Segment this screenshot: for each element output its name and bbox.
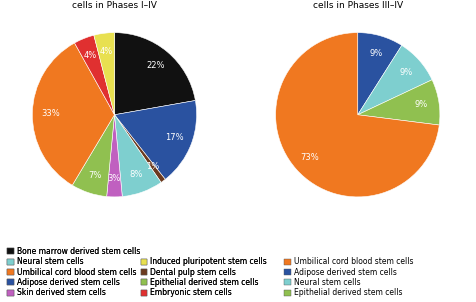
Wedge shape: [114, 115, 161, 197]
Text: 1%: 1%: [146, 162, 159, 171]
Text: 22%: 22%: [146, 61, 165, 70]
Text: 9%: 9%: [414, 100, 427, 109]
Text: 73%: 73%: [300, 153, 318, 162]
Text: 33%: 33%: [41, 109, 60, 118]
Wedge shape: [357, 33, 401, 115]
Legend: Bone marrow derived stem cells, Neural stem cells, Umbilical cord blood stem cel: Bone marrow derived stem cells, Neural s…: [6, 246, 141, 298]
Text: 9%: 9%: [398, 68, 412, 77]
Wedge shape: [94, 33, 114, 115]
Wedge shape: [114, 115, 165, 182]
Text: 8%: 8%: [129, 170, 143, 179]
Wedge shape: [114, 101, 196, 179]
Wedge shape: [32, 43, 114, 185]
Text: 4%: 4%: [84, 51, 97, 60]
Wedge shape: [357, 80, 439, 125]
Text: 17%: 17%: [165, 133, 183, 142]
Wedge shape: [275, 33, 438, 197]
Wedge shape: [107, 115, 122, 197]
Wedge shape: [74, 35, 114, 115]
Text: 3%: 3%: [108, 174, 121, 183]
Title: Active clinical trials with stem
cells in Phases III–IV: Active clinical trials with stem cells i…: [289, 0, 425, 10]
Text: 7%: 7%: [88, 171, 101, 180]
Text: 4%: 4%: [99, 47, 113, 56]
Title: Active clinical trials with stem
cells in Phases I–IV: Active clinical trials with stem cells i…: [46, 0, 182, 10]
Legend: Induced pluripotent stem cells, Dental pulp stem cells, Epithelial derived stem : Induced pluripotent stem cells, Dental p…: [139, 256, 268, 298]
Legend: Umbilical cord blood stem cells, Adipose derived stem cells, Neural stem cells, : Umbilical cord blood stem cells, Adipose…: [282, 256, 413, 298]
Text: 9%: 9%: [368, 49, 381, 58]
Wedge shape: [72, 115, 114, 197]
Wedge shape: [357, 45, 431, 115]
Wedge shape: [114, 33, 195, 115]
